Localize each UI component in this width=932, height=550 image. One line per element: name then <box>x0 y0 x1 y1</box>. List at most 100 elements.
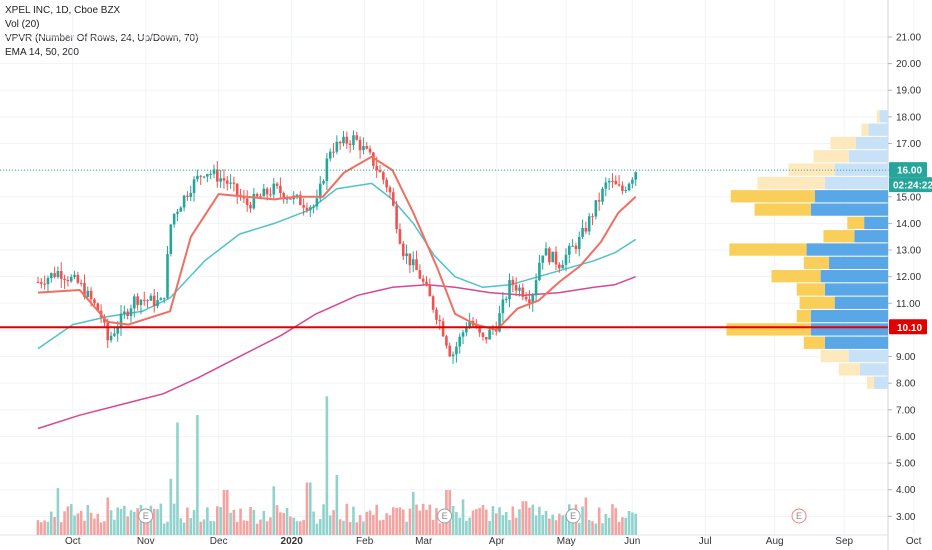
volume-bar-30 <box>136 508 139 535</box>
volume-bar-4 <box>49 511 53 535</box>
candle-body-151 <box>538 262 541 281</box>
x-tick-10: Aug <box>766 536 784 547</box>
candle-body-133 <box>478 326 481 333</box>
candle-body-67 <box>259 196 262 198</box>
candle-body-98 <box>362 146 365 151</box>
volume-bar-141 <box>504 512 508 535</box>
legend-volume[interactable]: Vol (20) <box>5 19 40 30</box>
candle-body-150 <box>534 280 538 296</box>
candle-body-21 <box>106 322 110 341</box>
candle-body-4 <box>49 273 53 279</box>
legend-symbol[interactable]: XPEL INC, 1D, Cboe BZX <box>5 5 121 16</box>
volume-bar-167 <box>591 521 594 535</box>
volume-bar-178 <box>627 510 631 535</box>
time-axis[interactable]: Oct Nov Dec 2020 Feb Mar Apr May Jun Jul Aug Sep Oct <box>65 536 922 547</box>
volume-bar-79 <box>299 521 302 535</box>
candle-body-22 <box>109 335 113 341</box>
volume-bar-100 <box>368 510 372 535</box>
candle-body-50 <box>202 176 206 178</box>
volume-bar-109 <box>398 507 402 535</box>
volume-bar-36 <box>156 509 159 535</box>
vpvr-up-19 <box>868 123 888 136</box>
volume-bar-116 <box>421 503 425 535</box>
volume-bar-157 <box>558 513 561 535</box>
volume-bar-99 <box>365 511 369 535</box>
vpvr-down-9 <box>803 256 830 270</box>
candle-body-157 <box>558 264 561 269</box>
volume-bar-94 <box>348 522 352 535</box>
candle-body-102 <box>375 165 378 171</box>
ema14-path <box>37 155 637 331</box>
candle-body-167 <box>591 216 594 218</box>
volume-bar-77 <box>292 517 295 535</box>
volume-bar-52 <box>209 520 212 535</box>
volume-bar-80 <box>302 520 305 535</box>
candle-body-62 <box>242 197 246 199</box>
volume-bar-110 <box>401 509 405 535</box>
vpvr-down-0 <box>866 376 874 389</box>
volume-bar-117 <box>425 509 428 535</box>
candle-body-16 <box>89 290 93 300</box>
x-tick-8: Jun <box>624 536 640 547</box>
support-badge <box>889 319 927 335</box>
candle-body-110 <box>401 243 405 257</box>
candle-body-46 <box>189 192 193 198</box>
volume-bar-7 <box>59 522 63 535</box>
volume-bar-86 <box>322 504 325 535</box>
candle-body-31 <box>139 299 143 305</box>
vpvr-down-19 <box>861 123 869 136</box>
candle-body-154 <box>548 248 551 263</box>
candle-body-3 <box>46 278 50 285</box>
candle-body-106 <box>388 187 392 193</box>
candle-body-66 <box>255 194 259 197</box>
candle-body-36 <box>156 300 159 307</box>
candle-body-153 <box>544 248 548 256</box>
candle-body-90 <box>335 141 339 152</box>
volume-bar-95 <box>352 506 355 535</box>
candle-body-163 <box>577 236 581 250</box>
candle-body-135 <box>484 336 488 340</box>
volume-bar-78 <box>295 521 299 535</box>
volume-bar-47 <box>192 510 196 535</box>
candle-body-179 <box>631 179 634 184</box>
volume-bar-9 <box>66 506 70 535</box>
candle-body-122 <box>441 321 445 337</box>
volume-bar-126 <box>455 512 458 535</box>
volume-bar-142 <box>508 519 511 535</box>
price-badges: 16.00 02:24:22 10.10 <box>889 162 932 335</box>
earnings-label-2: E <box>570 511 576 521</box>
candle-body-2 <box>43 283 46 285</box>
earnings-marker-0 <box>138 508 154 524</box>
volume-bar-114 <box>415 504 418 535</box>
volume-bar-103 <box>378 520 382 535</box>
vpvr-up-12 <box>864 216 888 230</box>
candle-body-162 <box>574 245 578 250</box>
x-tick-11: Sep <box>835 536 853 547</box>
candle-body-10 <box>69 276 73 282</box>
candle-body-108 <box>395 205 398 230</box>
volume-bar-168 <box>594 523 598 535</box>
volume-profile <box>726 110 888 389</box>
legend-ema[interactable]: EMA 14, 50, 200 <box>5 47 79 58</box>
candle-body-33 <box>146 300 149 302</box>
volume-bar-163 <box>577 523 581 535</box>
candle-body-87 <box>325 158 329 182</box>
candle-body-26 <box>123 311 126 314</box>
candle-body-107 <box>391 192 395 206</box>
volume-bar-21 <box>106 497 110 535</box>
candle-body-11 <box>73 274 76 277</box>
volume-bar-158 <box>561 515 564 535</box>
legend-vpvr[interactable]: VPVR (Number Of Rows, 24, Up/Down, 70) <box>5 33 199 44</box>
price-axis[interactable]: 3.004.005.006.007.008.009.0010.0011.0012… <box>888 32 921 523</box>
candle-body-123 <box>445 336 448 346</box>
volume-bar-144 <box>514 517 518 535</box>
volume-bar-131 <box>471 510 475 535</box>
earnings-label-1: E <box>442 511 448 521</box>
x-tick-2: Dec <box>210 536 228 547</box>
volume-bar-73 <box>279 512 282 535</box>
volume-bar-63 <box>245 520 249 535</box>
candle-body-18 <box>96 303 100 311</box>
x-tick-3: 2020 <box>281 536 304 547</box>
